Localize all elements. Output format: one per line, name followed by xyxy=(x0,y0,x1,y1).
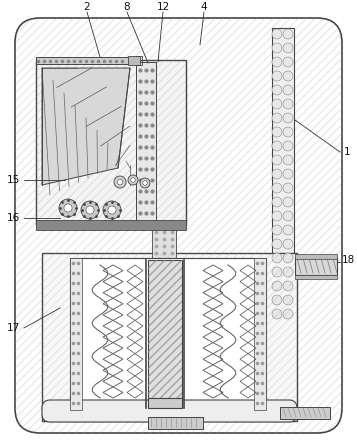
Circle shape xyxy=(131,178,135,182)
Text: 4: 4 xyxy=(201,2,207,12)
Circle shape xyxy=(272,99,282,109)
Circle shape xyxy=(143,181,147,185)
Bar xyxy=(148,398,182,408)
Bar xyxy=(128,56,140,65)
Circle shape xyxy=(272,309,282,319)
Text: 8: 8 xyxy=(124,2,130,12)
Bar xyxy=(42,253,297,421)
Circle shape xyxy=(283,281,293,291)
Text: 18: 18 xyxy=(341,255,355,265)
Circle shape xyxy=(272,239,282,249)
FancyBboxPatch shape xyxy=(15,18,342,433)
Bar xyxy=(36,57,131,64)
Circle shape xyxy=(272,211,282,221)
Circle shape xyxy=(128,175,138,185)
Bar xyxy=(36,60,186,225)
Circle shape xyxy=(283,169,293,179)
Text: 1: 1 xyxy=(344,147,350,157)
Circle shape xyxy=(283,197,293,207)
Circle shape xyxy=(272,267,282,277)
Circle shape xyxy=(283,127,293,137)
Bar xyxy=(36,220,186,230)
Circle shape xyxy=(283,85,293,95)
Circle shape xyxy=(272,71,282,81)
Circle shape xyxy=(81,201,99,219)
Circle shape xyxy=(272,155,282,165)
Bar xyxy=(295,275,337,279)
Bar xyxy=(280,407,330,419)
Circle shape xyxy=(272,295,282,305)
Circle shape xyxy=(59,199,77,217)
Bar xyxy=(70,258,82,410)
Circle shape xyxy=(283,267,293,277)
Polygon shape xyxy=(42,68,130,185)
Bar xyxy=(148,417,203,429)
Circle shape xyxy=(272,183,282,193)
Circle shape xyxy=(283,99,293,109)
Circle shape xyxy=(64,204,72,212)
Bar xyxy=(295,257,337,275)
Circle shape xyxy=(283,141,293,151)
Circle shape xyxy=(140,178,150,188)
Circle shape xyxy=(272,281,282,291)
Circle shape xyxy=(283,155,293,165)
Text: 12: 12 xyxy=(156,2,170,12)
Circle shape xyxy=(283,309,293,319)
Circle shape xyxy=(103,201,121,219)
Circle shape xyxy=(283,43,293,53)
Text: 2: 2 xyxy=(84,2,90,12)
Circle shape xyxy=(272,127,282,137)
Bar xyxy=(295,254,337,259)
Bar xyxy=(136,62,156,227)
Circle shape xyxy=(283,57,293,67)
Circle shape xyxy=(272,29,282,39)
Circle shape xyxy=(272,85,282,95)
Bar xyxy=(152,222,176,258)
Circle shape xyxy=(86,206,94,214)
Circle shape xyxy=(114,176,126,188)
Bar xyxy=(36,60,186,225)
Bar xyxy=(70,258,266,410)
Circle shape xyxy=(283,211,293,221)
Circle shape xyxy=(283,225,293,235)
Circle shape xyxy=(283,253,293,263)
Circle shape xyxy=(283,183,293,193)
Bar xyxy=(254,258,266,410)
Bar xyxy=(42,253,297,421)
Bar xyxy=(272,28,294,323)
Bar xyxy=(148,260,182,398)
Text: 15: 15 xyxy=(6,175,20,185)
Circle shape xyxy=(117,179,123,185)
Text: 17: 17 xyxy=(6,323,20,333)
Circle shape xyxy=(272,43,282,53)
Circle shape xyxy=(272,225,282,235)
Circle shape xyxy=(272,197,282,207)
Text: 16: 16 xyxy=(6,213,20,223)
Circle shape xyxy=(283,71,293,81)
Circle shape xyxy=(272,141,282,151)
Circle shape xyxy=(272,253,282,263)
Circle shape xyxy=(272,113,282,123)
Circle shape xyxy=(283,113,293,123)
Bar xyxy=(148,260,182,398)
Circle shape xyxy=(283,29,293,39)
Circle shape xyxy=(272,57,282,67)
Circle shape xyxy=(272,169,282,179)
Circle shape xyxy=(283,295,293,305)
Circle shape xyxy=(283,239,293,249)
Circle shape xyxy=(108,206,116,214)
FancyBboxPatch shape xyxy=(42,400,297,422)
